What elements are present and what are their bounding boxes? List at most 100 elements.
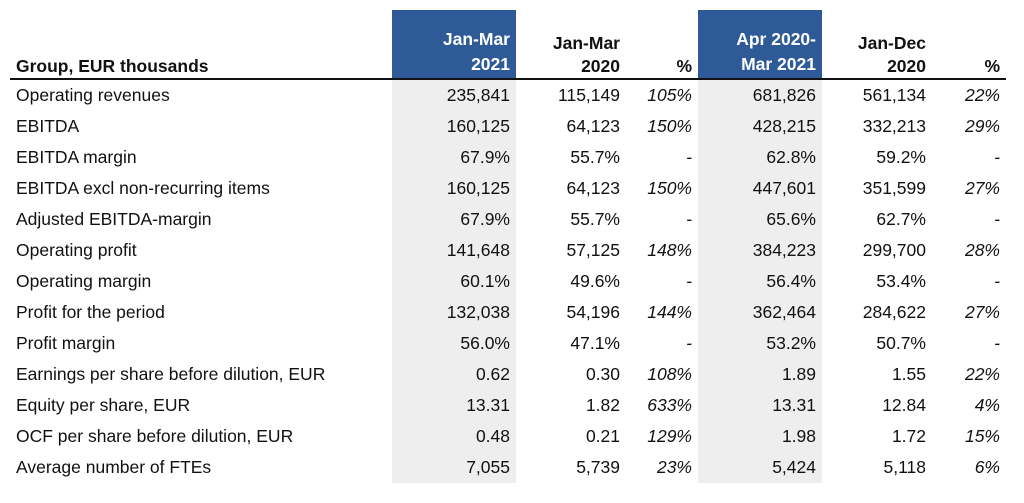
value-pct-full-year: 28% bbox=[964, 240, 1000, 260]
value-pct-quarter: 150% bbox=[647, 116, 692, 136]
value-jan-mar-2021: 160,125 bbox=[392, 111, 516, 142]
value-jan-mar-2020: 55.7% bbox=[570, 209, 620, 229]
value-apr-2020-mar-2021: 447,601 bbox=[698, 173, 822, 204]
value-pct-quarter: - bbox=[686, 147, 692, 167]
table-row: Operating revenues 235,841 115,149 105% … bbox=[10, 80, 1006, 111]
header-pct-full-year: % bbox=[984, 56, 1000, 76]
header-jan-mar-2021-line1: Jan-Mar bbox=[442, 29, 510, 49]
header-jan-mar-2021-line2: 2021 bbox=[471, 54, 510, 74]
table-row: EBITDA 160,125 64,123 150% 428,215 332,2… bbox=[10, 111, 1006, 142]
value-pct-quarter: 633% bbox=[647, 395, 692, 415]
value-jan-mar-2020: 1.82 bbox=[585, 395, 620, 415]
value-jan-dec-2020: 299,700 bbox=[862, 240, 926, 260]
header-jan-mar-2020-line1: Jan-Mar bbox=[552, 33, 620, 53]
value-jan-dec-2020: 59.2% bbox=[876, 147, 926, 167]
value-pct-quarter: 108% bbox=[647, 364, 692, 384]
value-apr-2020-mar-2021: 62.8% bbox=[698, 142, 822, 173]
value-jan-mar-2021: 141,648 bbox=[392, 235, 516, 266]
row-label: EBITDA excl non-recurring items bbox=[16, 178, 270, 198]
value-jan-dec-2020: 12.84 bbox=[882, 395, 926, 415]
value-jan-mar-2020: 49.6% bbox=[570, 271, 620, 291]
row-label: Profit margin bbox=[16, 333, 116, 353]
value-jan-mar-2021: 160,125 bbox=[392, 173, 516, 204]
value-jan-dec-2020: 561,134 bbox=[862, 85, 926, 105]
header-jan-dec-2020: Jan-Dec 2020 bbox=[822, 10, 932, 79]
table-row: Operating margin 60.1% 49.6% - 56.4% 53.… bbox=[10, 266, 1006, 297]
table-row: Earnings per share before dilution, EUR … bbox=[10, 359, 1006, 390]
value-jan-dec-2020: 62.7% bbox=[876, 209, 926, 229]
table-row: Operating profit 141,648 57,125 148% 384… bbox=[10, 235, 1006, 266]
row-label: Profit for the period bbox=[16, 302, 165, 322]
value-pct-quarter: 144% bbox=[647, 302, 692, 322]
value-jan-mar-2020: 64,123 bbox=[566, 116, 620, 136]
row-label: Earnings per share before dilution, EUR bbox=[16, 364, 326, 384]
value-apr-2020-mar-2021: 65.6% bbox=[698, 204, 822, 235]
header-group-label: Group, EUR thousands bbox=[16, 56, 209, 76]
value-apr-2020-mar-2021: 5,424 bbox=[698, 452, 822, 483]
value-jan-mar-2020: 57,125 bbox=[566, 240, 620, 260]
value-apr-2020-mar-2021: 56.4% bbox=[698, 266, 822, 297]
table-body: Operating revenues 235,841 115,149 105% … bbox=[10, 80, 1006, 483]
value-jan-mar-2020: 0.30 bbox=[585, 364, 620, 384]
header-jan-dec-2020-line2: 2020 bbox=[887, 56, 926, 76]
header-jan-mar-2021: Jan-Mar 2021 bbox=[392, 10, 516, 79]
value-pct-full-year: 15% bbox=[964, 426, 1000, 446]
key-figures-table: Group, EUR thousands Jan-Mar 2021 Jan-Ma… bbox=[10, 10, 1006, 483]
table-row: Average number of FTEs 7,055 5,739 23% 5… bbox=[10, 452, 1006, 483]
value-pct-quarter: - bbox=[686, 271, 692, 291]
value-jan-mar-2021: 132,038 bbox=[392, 297, 516, 328]
value-jan-dec-2020: 1.55 bbox=[891, 364, 926, 384]
value-jan-mar-2020: 0.21 bbox=[585, 426, 620, 446]
value-pct-full-year: 4% bbox=[974, 395, 1000, 415]
table-row: EBITDA excl non-recurring items 160,125 … bbox=[10, 173, 1006, 204]
value-jan-mar-2021: 56.0% bbox=[392, 328, 516, 359]
value-pct-quarter: - bbox=[686, 333, 692, 353]
row-label: Operating margin bbox=[16, 271, 152, 291]
financial-summary: Group, EUR thousands Jan-Mar 2021 Jan-Ma… bbox=[10, 10, 1006, 483]
table-row: EBITDA margin 67.9% 55.7% - 62.8% 59.2% … bbox=[10, 142, 1006, 173]
value-jan-mar-2020: 5,739 bbox=[576, 457, 620, 477]
row-label: Operating profit bbox=[16, 240, 137, 260]
table-row: OCF per share before dilution, EUR 0.48 … bbox=[10, 421, 1006, 452]
value-jan-dec-2020: 351,599 bbox=[862, 178, 926, 198]
header-jan-mar-2020: Jan-Mar 2020 bbox=[516, 10, 626, 79]
value-pct-full-year: - bbox=[994, 333, 1000, 353]
value-pct-full-year: 22% bbox=[964, 364, 1000, 384]
header-jan-mar-2020-line2: 2020 bbox=[581, 56, 620, 76]
value-jan-mar-2021: 235,841 bbox=[392, 80, 516, 111]
value-pct-quarter: - bbox=[686, 209, 692, 229]
row-label: EBITDA bbox=[16, 116, 80, 136]
value-jan-mar-2021: 0.48 bbox=[392, 421, 516, 452]
value-apr-2020-mar-2021: 1.98 bbox=[698, 421, 822, 452]
value-pct-full-year: - bbox=[994, 147, 1000, 167]
value-jan-dec-2020: 50.7% bbox=[876, 333, 926, 353]
value-jan-mar-2021: 13.31 bbox=[392, 390, 516, 421]
value-jan-mar-2020: 115,149 bbox=[558, 85, 620, 105]
value-jan-mar-2020: 55.7% bbox=[570, 147, 620, 167]
row-label: EBITDA margin bbox=[16, 147, 137, 167]
row-label: Average number of FTEs bbox=[16, 457, 212, 477]
value-jan-mar-2021: 67.9% bbox=[392, 142, 516, 173]
table-header: Group, EUR thousands Jan-Mar 2021 Jan-Ma… bbox=[10, 10, 1006, 81]
value-jan-mar-2020: 64,123 bbox=[566, 178, 620, 198]
table-row: Profit margin 56.0% 47.1% - 53.2% 50.7% … bbox=[10, 328, 1006, 359]
value-pct-quarter: 105% bbox=[647, 85, 692, 105]
value-jan-mar-2021: 60.1% bbox=[392, 266, 516, 297]
value-jan-mar-2021: 67.9% bbox=[392, 204, 516, 235]
value-apr-2020-mar-2021: 13.31 bbox=[698, 390, 822, 421]
row-label: Adjusted EBITDA-margin bbox=[16, 209, 212, 229]
value-apr-2020-mar-2021: 53.2% bbox=[698, 328, 822, 359]
value-jan-dec-2020: 1.72 bbox=[891, 426, 926, 446]
table-row: Adjusted EBITDA-margin 67.9% 55.7% - 65.… bbox=[10, 204, 1006, 235]
value-apr-2020-mar-2021: 362,464 bbox=[698, 297, 822, 328]
value-pct-full-year: 6% bbox=[974, 457, 1000, 477]
value-apr-2020-mar-2021: 384,223 bbox=[698, 235, 822, 266]
value-apr-2020-mar-2021: 681,826 bbox=[698, 80, 822, 111]
value-jan-mar-2020: 47.1% bbox=[570, 333, 620, 353]
header-ltm-line2: Mar 2021 bbox=[741, 54, 816, 74]
value-jan-dec-2020: 284,622 bbox=[862, 302, 926, 322]
value-jan-mar-2020: 54,196 bbox=[566, 302, 620, 322]
value-pct-quarter: 129% bbox=[647, 426, 692, 446]
header-pct-quarter: % bbox=[676, 56, 692, 76]
value-apr-2020-mar-2021: 428,215 bbox=[698, 111, 822, 142]
